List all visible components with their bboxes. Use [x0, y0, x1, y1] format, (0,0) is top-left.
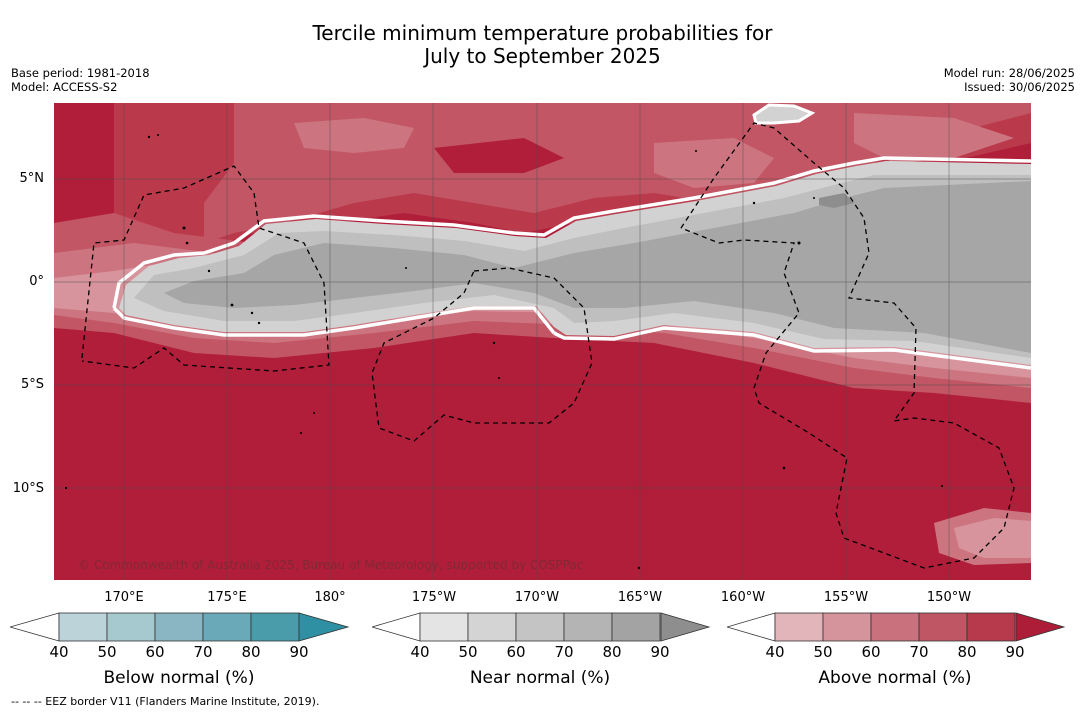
model-run: Model run: 28/06/2025	[943, 66, 1075, 80]
colorbar-near-tick: 40	[410, 643, 430, 661]
meta-right: Model run: 28/06/2025 Issued: 30/06/2025	[944, 66, 1075, 94]
north-band-70	[204, 103, 1031, 243]
colorbar-near-tick: 60	[506, 643, 526, 661]
colorbar-near-segment	[419, 612, 469, 642]
lon-label-170e: 170°E	[104, 590, 144, 605]
gridlines	[54, 103, 1031, 580]
north-patch-90	[434, 138, 564, 173]
colorbar-below-segment	[58, 612, 108, 642]
colorbar-above-tick: 60	[861, 643, 881, 661]
colorbar-above-label: Above normal (%)	[818, 668, 972, 688]
probability-map	[54, 103, 1031, 580]
chart-title: Tercile minimum temperature probabilitie…	[0, 22, 1085, 68]
colorbar-near-normal	[372, 612, 711, 642]
colorbar-below-label: Below normal (%)	[103, 668, 255, 688]
islands	[64, 134, 943, 570]
colorbar-below-segment	[154, 612, 204, 642]
colorbar-above-tick: 80	[957, 643, 977, 661]
lat-label-10s: 10°S	[12, 481, 44, 496]
colorbar-near-tick: 50	[458, 643, 478, 661]
colorbar-above-tick: 40	[765, 643, 785, 661]
colorbar-below-tick: 40	[49, 643, 69, 661]
tercile-boundary-white-lower	[112, 306, 556, 337]
copyright-credit: © Commonwealth of Australia 2025, Bureau…	[78, 558, 584, 572]
colorbar-near-tick: 70	[554, 643, 574, 661]
eez-footnote: -- -- -- EEZ border V11 (Flanders Marine…	[11, 695, 320, 708]
title-line-2: July to September 2025	[424, 44, 661, 68]
colorbar-above-tick: 50	[813, 643, 833, 661]
near-normal-70	[164, 181, 1031, 353]
lon-label-155w: 155°W	[823, 590, 869, 605]
colorbar-below-segment	[250, 612, 300, 642]
lon-label-165w: 165°W	[617, 590, 663, 605]
colorbar-above-tick: 70	[909, 643, 929, 661]
colorbar-above-normal	[727, 612, 1066, 642]
near-normal-patch	[819, 193, 854, 208]
colorbar-below-tick: 50	[97, 643, 117, 661]
lon-label-150w: 150°W	[926, 590, 972, 605]
lat-label-5n: 5°N	[19, 171, 45, 186]
colorbar-near-segment	[515, 612, 565, 642]
colorbar-near-segment	[467, 612, 517, 642]
lat-label-5s: 5°S	[20, 377, 44, 392]
base-period: Base period: 1981-2018	[11, 66, 150, 80]
issued-date: Issued: 30/06/2025	[964, 80, 1075, 94]
title-line-1: Tercile minimum temperature probabilitie…	[312, 21, 773, 45]
colorbar-below-tick: 90	[289, 643, 309, 661]
lon-label-160w: 160°W	[720, 590, 766, 605]
lat-label-0: 0°	[29, 274, 44, 289]
colorbar-below-normal	[10, 612, 350, 642]
north-patch-60c	[854, 113, 1014, 163]
colorbar-below-tick: 80	[241, 643, 261, 661]
meta-left: Base period: 1981-2018 Model: ACCESS-S2	[11, 66, 150, 94]
north-patch-60b	[654, 138, 774, 188]
colorbar-above-tick: 90	[1005, 643, 1025, 661]
colorbar-below-tick: 70	[193, 643, 213, 661]
colorbar-below-tick: 60	[145, 643, 165, 661]
colorbar-near-segment	[563, 612, 613, 642]
colorbar-below-segment	[106, 612, 156, 642]
tercile-boundary-white	[112, 156, 1031, 370]
colorbar-near-tick: 90	[650, 643, 670, 661]
ne-near-normal-island	[752, 103, 816, 125]
colorbar-above-segment	[870, 612, 920, 642]
lon-label-170w: 170°W	[514, 590, 560, 605]
north-patch-60a	[294, 118, 414, 153]
colorbar-above-segment	[774, 612, 824, 642]
colorbar-near-label: Near normal (%)	[469, 668, 611, 688]
lon-label-175w: 175°W	[411, 590, 457, 605]
lon-label-180: 180°	[314, 590, 346, 605]
lon-label-175e: 175°E	[207, 590, 247, 605]
colorbar-near-tick: 80	[602, 643, 622, 661]
colorbar-below-segment	[202, 612, 252, 642]
colorbar-above-segment	[918, 612, 968, 642]
colorbar-above-segment	[822, 612, 872, 642]
colorbar-above-segment	[966, 612, 1016, 642]
colorbar-near-segment	[611, 612, 661, 642]
model-name: Model: ACCESS-S2	[11, 80, 118, 94]
eez-borders	[81, 122, 1015, 569]
se-patch-50	[954, 518, 1031, 558]
